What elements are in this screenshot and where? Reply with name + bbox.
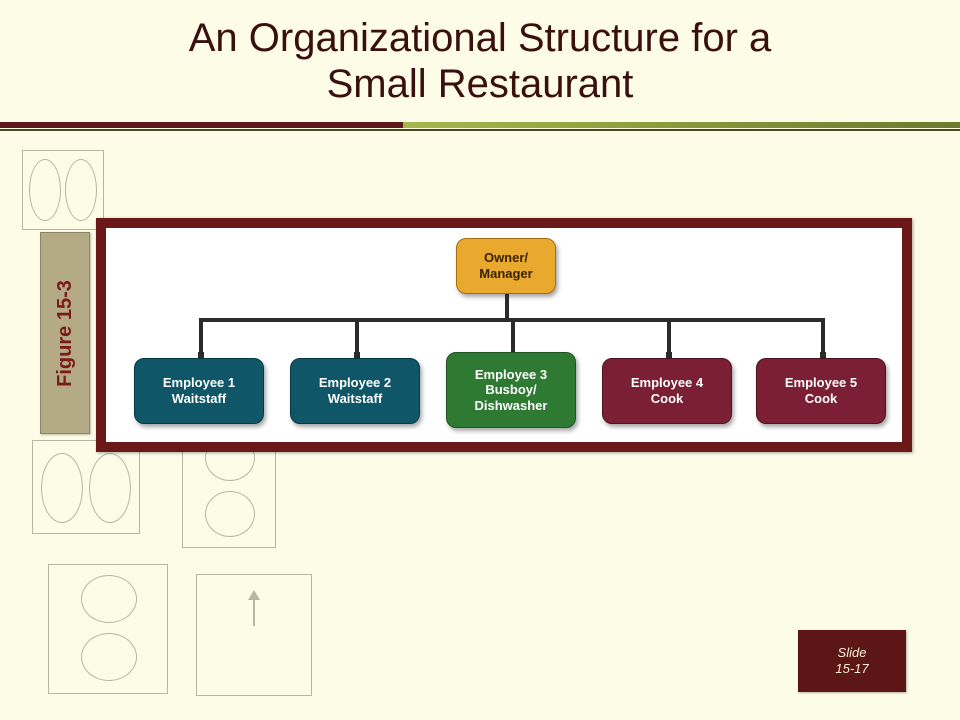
page-title: An Organizational Structure for a Small … xyxy=(0,15,960,107)
placeholder-ellipse xyxy=(81,575,137,623)
figure-label-tab: Figure 15-3 xyxy=(40,232,90,434)
title-line-1: An Organizational Structure for a xyxy=(189,16,772,60)
divider-dark xyxy=(0,122,403,128)
orgchart-child-node: Employee 5Cook xyxy=(756,358,886,424)
orgchart-child-node: Employee 2Waitstaff xyxy=(290,358,420,424)
up-arrow-stem xyxy=(253,600,255,626)
placeholder-ellipse xyxy=(81,633,137,681)
orgchart-child-node: Employee 4Cook xyxy=(602,358,732,424)
divider xyxy=(0,122,960,134)
orgchart-panel: Owner/Manager Employee 1Waitstaff Employee… xyxy=(96,218,912,452)
divider-green xyxy=(403,122,960,128)
badge-line-1: Slide xyxy=(838,645,867,661)
orgchart: Owner/Manager Employee 1Waitstaff Employee… xyxy=(106,228,902,442)
placeholder-box xyxy=(32,440,140,534)
orgchart-child-node: Employee 3Busboy/Dishwasher xyxy=(446,352,576,428)
placeholder-ellipse xyxy=(65,159,97,221)
placeholder-box xyxy=(48,564,168,694)
title-line-2: Small Restaurant xyxy=(327,62,634,106)
connector-line xyxy=(505,294,509,318)
divider-thin xyxy=(0,129,960,131)
orgchart-top-node: Owner/Manager xyxy=(456,238,556,294)
placeholder-ellipse xyxy=(89,453,131,523)
placeholder-box xyxy=(22,150,104,230)
slide-number-badge: Slide 15-17 xyxy=(798,630,906,692)
badge-line-2: 15-17 xyxy=(835,661,868,677)
slide: An Organizational Structure for a Small … xyxy=(0,0,960,720)
placeholder-ellipse xyxy=(29,159,61,221)
figure-label: Figure 15-3 xyxy=(54,280,77,387)
placeholder-ellipse xyxy=(41,453,83,523)
placeholder-ellipse xyxy=(205,491,255,537)
orgchart-child-node: Employee 1Waitstaff xyxy=(134,358,264,424)
up-arrow-icon xyxy=(248,590,260,600)
